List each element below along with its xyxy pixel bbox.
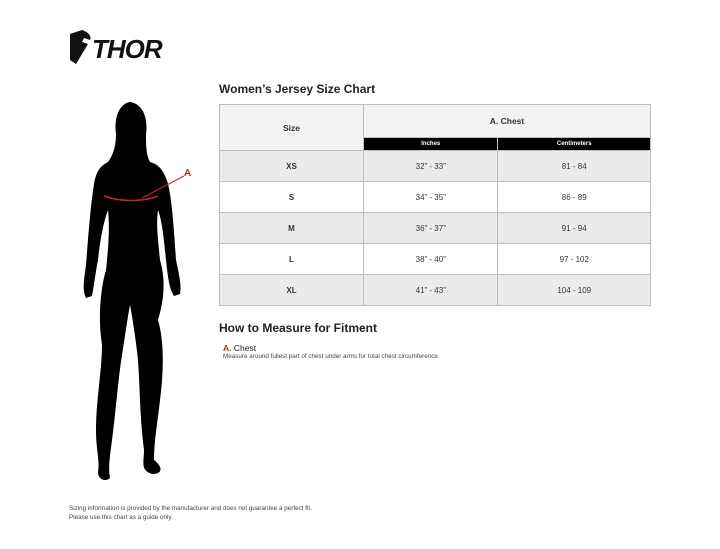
size-table: Size A. Chest Inches Centimeters XS 32” -… (219, 104, 651, 306)
cm-cell: 81 - 84 (497, 150, 651, 182)
cm-cell: 97 - 102 (497, 243, 651, 275)
measure-item-label: A. Chest (223, 343, 256, 353)
table-row: L 38” - 40” 97 - 102 (219, 243, 651, 275)
disclaimer-line: Please use this chart as a guide only. (69, 514, 173, 521)
disclaimer-line: Sizing information is provided by the ma… (69, 505, 312, 512)
table-row: XL 41” - 43” 104 - 109 (219, 274, 651, 306)
cm-header: Centimeters (497, 137, 651, 151)
inches-cell: 36” - 37” (362, 212, 499, 244)
measure-item-description: Measure around fullest part of chest und… (223, 353, 440, 360)
inches-header: Inches (362, 137, 499, 151)
size-cell: M (219, 212, 364, 244)
female-silhouette-figure: A (83, 102, 191, 480)
measure-item-name: Chest (233, 343, 257, 353)
inches-cell: 32” - 33” (362, 150, 499, 182)
cm-cell: 91 - 94 (497, 212, 651, 244)
measure-marker-a: A (184, 168, 191, 179)
table-row: M 36” - 37” 91 - 94 (219, 212, 651, 244)
size-cell: L (219, 243, 364, 275)
size-cell: XS (219, 150, 364, 182)
page-title: Women’s Jersey Size Chart (219, 82, 376, 96)
size-header: Size (219, 104, 364, 151)
inches-cell: 38” - 40” (362, 243, 499, 275)
disclaimer: Sizing information is provided by the ma… (69, 504, 312, 522)
size-cell: S (219, 181, 364, 213)
thor-logo-icon (70, 30, 91, 64)
measure-item-letter: A. (223, 343, 232, 353)
inches-cell: 41” - 43” (362, 274, 499, 306)
cm-cell: 86 - 89 (497, 181, 651, 213)
chest-header: A. Chest (363, 104, 651, 138)
brand-logo: THOR (92, 34, 163, 64)
measure-heading: How to Measure for Fitment (219, 321, 378, 335)
table-row: XS 32” - 33” 81 - 84 (219, 150, 651, 182)
table-row: S 34” - 35” 86 - 89 (219, 181, 651, 213)
inches-cell: 34” - 35” (362, 181, 499, 213)
cm-cell: 104 - 109 (497, 274, 651, 306)
size-cell: XL (219, 274, 364, 306)
